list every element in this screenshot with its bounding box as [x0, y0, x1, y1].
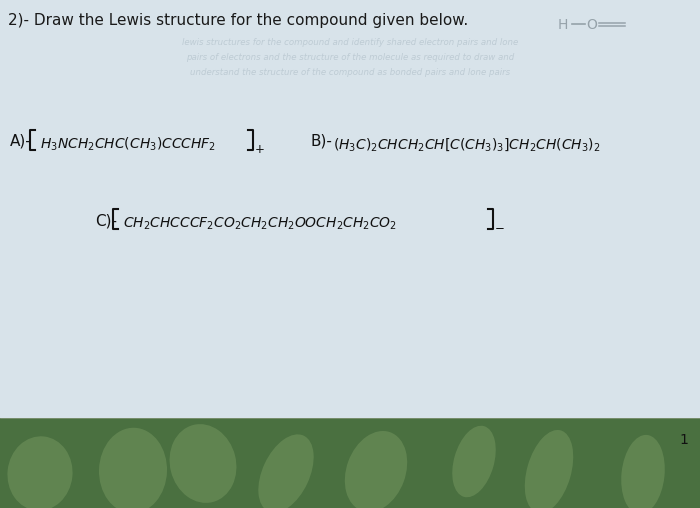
- Text: A)-: A)-: [10, 133, 32, 148]
- Text: $(H_3C)_2CHCH_2CH[C(CH_3)_3]CH_2CH(CH_3)_2$: $(H_3C)_2CHCH_2CH[C(CH_3)_3]CH_2CH(CH_3)…: [333, 136, 601, 153]
- Ellipse shape: [345, 431, 407, 508]
- Ellipse shape: [8, 436, 73, 508]
- Text: B)-: B)-: [310, 133, 332, 148]
- Text: C)-: C)-: [95, 213, 117, 228]
- Text: 2)- Draw the Lewis structure for the compound given below.: 2)- Draw the Lewis structure for the com…: [8, 13, 468, 28]
- Text: $CH_2CHCCCF_2CO_2CH_2CH_2OOCH_2CH_2CO_2$: $CH_2CHCCCF_2CO_2CH_2CH_2OOCH_2CH_2CO_2$: [123, 216, 397, 232]
- Ellipse shape: [525, 430, 573, 508]
- Bar: [0, 0, 700, 418]
- Text: −: −: [495, 222, 505, 235]
- Text: H: H: [558, 18, 568, 32]
- Text: 1: 1: [679, 433, 688, 447]
- Ellipse shape: [452, 426, 496, 497]
- Text: pairs of electrons and the structure of the molecule as required to draw and: pairs of electrons and the structure of …: [186, 53, 514, 62]
- Text: lewis structures for the compound and identify shared electron pairs and lone: lewis structures for the compound and id…: [182, 38, 518, 47]
- Bar: [0, 418, 700, 508]
- Ellipse shape: [258, 434, 314, 508]
- Ellipse shape: [621, 435, 665, 508]
- Ellipse shape: [99, 428, 167, 508]
- Ellipse shape: [169, 424, 237, 503]
- Text: +: +: [255, 143, 265, 156]
- Text: O: O: [586, 18, 597, 32]
- Text: understand the structure of the compound as bonded pairs and lone pairs: understand the structure of the compound…: [190, 68, 510, 77]
- Text: $H_3NCH_2CHC(CH_3)CCCHF_2$: $H_3NCH_2CHC(CH_3)CCCHF_2$: [40, 136, 216, 153]
